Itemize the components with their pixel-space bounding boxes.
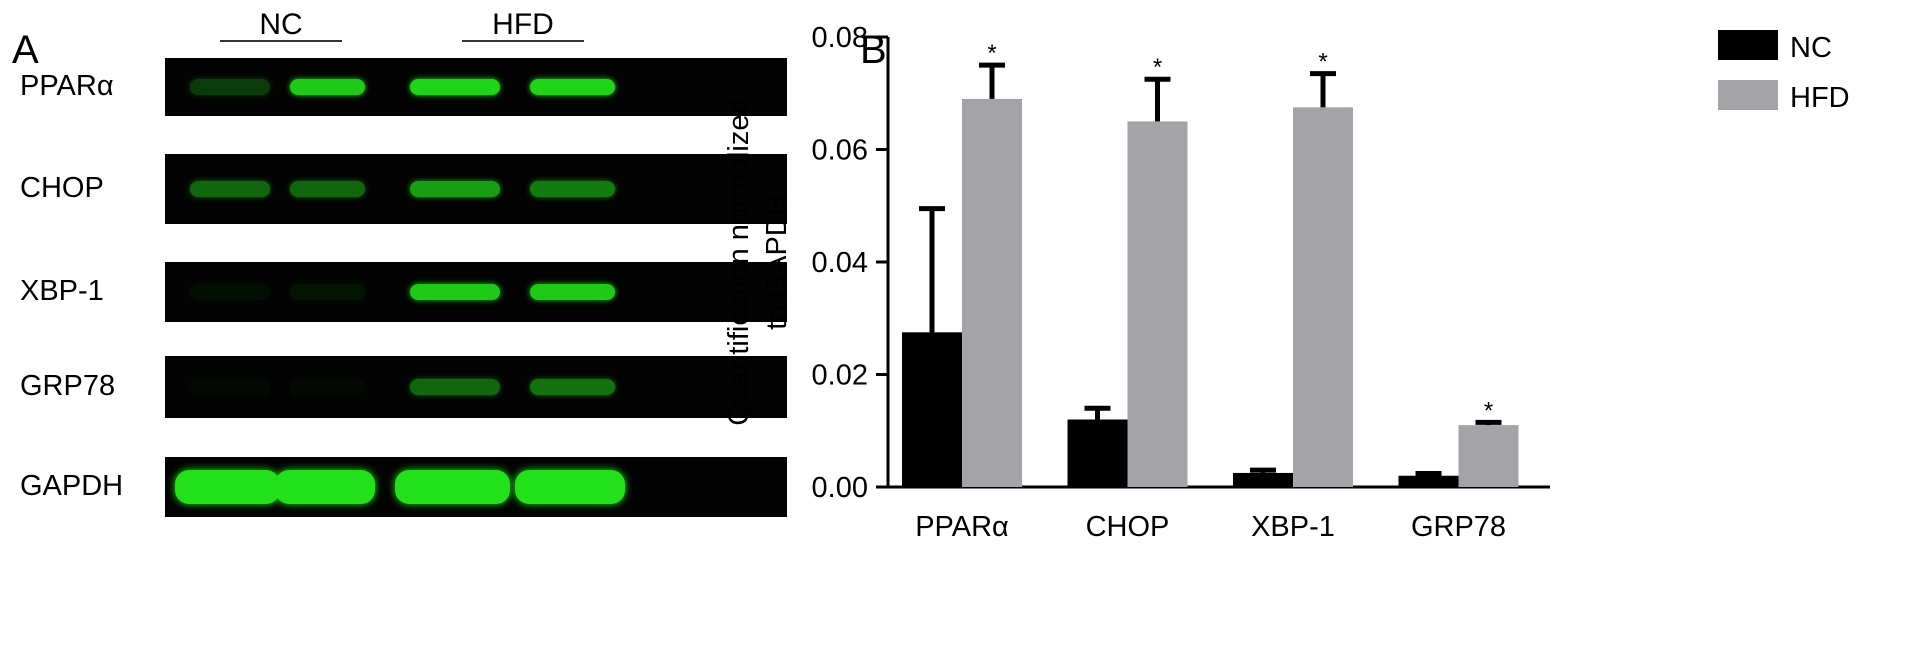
blot-row-label: PPARα — [20, 70, 114, 102]
x-tick-label: GRP78 — [1411, 511, 1506, 543]
blot-row-label: CHOP — [20, 172, 104, 204]
blot-row-label: XBP-1 — [20, 275, 104, 307]
bar-nc — [902, 332, 962, 487]
legend-label-nc: NC — [1790, 32, 1832, 64]
blot-band — [190, 284, 270, 300]
blot-band — [290, 284, 365, 300]
y-axis-label: Quantification normalized — [723, 98, 755, 425]
group-label-hfd: HFD — [492, 8, 554, 41]
bar-hfd — [1127, 121, 1188, 487]
group-label-nc: NC — [259, 8, 303, 41]
bar-hfd — [962, 98, 1022, 487]
blot-strip — [165, 262, 787, 322]
blot-band — [395, 470, 510, 504]
panel-a-letter: A — [12, 28, 39, 72]
y-tick-label: 0.06 — [812, 135, 868, 167]
bar-nc — [1233, 472, 1293, 487]
y-tick-label: 0.04 — [812, 247, 868, 279]
blot-band — [175, 470, 280, 504]
blot-band — [290, 181, 365, 197]
blot-band — [275, 470, 375, 504]
blot-strip — [165, 154, 787, 224]
significance-marker: * — [1318, 49, 1327, 76]
blot-band — [530, 379, 615, 395]
x-tick-label: XBP-1 — [1251, 511, 1335, 543]
blot-strip — [165, 356, 787, 418]
significance-marker: * — [1484, 397, 1493, 424]
blot-band — [190, 79, 270, 95]
legend-label-hfd: HFD — [1790, 82, 1850, 114]
group-line-nc — [220, 40, 342, 42]
blot-strip — [165, 58, 787, 116]
legend-swatch-hfd — [1718, 80, 1778, 110]
bar-hfd — [1458, 425, 1519, 487]
blot-band — [410, 379, 500, 395]
legend-swatch-nc — [1718, 30, 1778, 60]
blot-band — [530, 284, 615, 300]
blot-band — [530, 181, 615, 197]
y-tick-label: 0.00 — [812, 472, 868, 504]
x-tick-label: CHOP — [1086, 511, 1170, 543]
blot-band — [190, 181, 270, 197]
blot-row-label: GAPDH — [20, 470, 124, 502]
blot-band — [410, 181, 500, 197]
bar-nc — [1398, 475, 1459, 487]
blot-band — [530, 79, 615, 95]
blot-band — [290, 79, 365, 95]
bar-nc — [1067, 419, 1128, 487]
bar-hfd — [1293, 107, 1353, 487]
y-tick-label: 0.02 — [812, 360, 868, 392]
blot-band — [410, 79, 500, 95]
y-tick-label: 0.08 — [812, 22, 868, 54]
blot-strip — [165, 457, 787, 517]
group-line-hfd — [462, 40, 584, 42]
significance-marker: * — [1153, 54, 1162, 81]
significance-marker: * — [987, 40, 996, 67]
y-axis-label: to GAPDH — [761, 194, 793, 329]
blot-band — [410, 284, 500, 300]
blot-row-label: GRP78 — [20, 370, 116, 402]
blot-band — [515, 470, 625, 504]
x-tick-label: PPARα — [915, 511, 1009, 543]
